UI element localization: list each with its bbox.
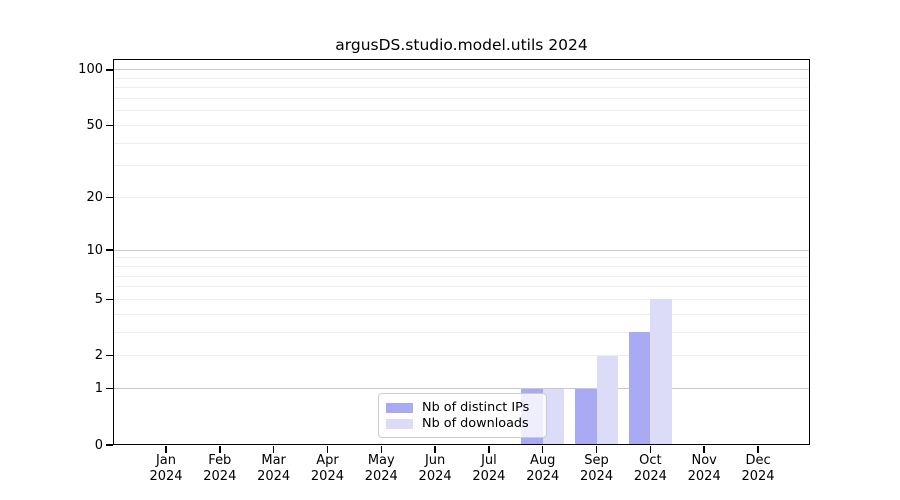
x-tick-mark bbox=[595, 446, 598, 453]
x-tick-mark bbox=[326, 446, 329, 453]
y-tick-label: 10 bbox=[86, 242, 103, 258]
x-tick-label: Oct 2024 bbox=[633, 453, 667, 484]
bar-nb-of-downloads-oct-2024 bbox=[650, 299, 672, 445]
y-tick-label: 1 bbox=[94, 381, 103, 397]
bar-nb-of-distinct-ips-oct-2024 bbox=[628, 332, 651, 445]
gridline-minor bbox=[113, 165, 810, 167]
y-tick-mark bbox=[106, 124, 113, 127]
gridline-minor bbox=[113, 98, 810, 100]
x-tick-mark bbox=[703, 446, 705, 453]
y-tick-mark bbox=[106, 354, 113, 357]
x-tick-mark bbox=[488, 446, 490, 453]
x-tick-label: Feb 2024 bbox=[203, 453, 237, 484]
gridline-minor bbox=[113, 142, 810, 144]
x-tick-label: Sep 2024 bbox=[580, 453, 614, 484]
legend-item-downloads: Nb of downloads bbox=[386, 416, 538, 432]
gridline-minor bbox=[113, 77, 810, 79]
gridline-minor bbox=[113, 331, 810, 333]
x-tick-mark bbox=[272, 446, 275, 453]
y-tick-label: 20 bbox=[86, 190, 103, 206]
x-tick-label: Nov 2024 bbox=[687, 453, 721, 484]
x-tick-mark bbox=[380, 446, 383, 453]
x-tick-mark bbox=[541, 446, 544, 453]
gridline-minor bbox=[113, 275, 810, 277]
y-tick-mark bbox=[106, 69, 113, 71]
y-tick-mark bbox=[106, 444, 113, 446]
plot-area: Nb of distinct IPs Nb of downloads bbox=[113, 59, 810, 445]
x-tick-label: May 2024 bbox=[364, 453, 398, 484]
y-tick-mark bbox=[106, 387, 113, 390]
bar-nb-of-downloads-aug-2024 bbox=[542, 388, 565, 445]
bar-nb-of-downloads-sep-2024 bbox=[596, 355, 619, 445]
x-tick-mark bbox=[649, 446, 652, 453]
legend: Nb of distinct IPs Nb of downloads bbox=[378, 393, 547, 438]
y-tick-label: 2 bbox=[94, 348, 103, 364]
legend-swatch-downloads bbox=[386, 419, 413, 429]
gridline-minor bbox=[113, 265, 810, 267]
y-tick-label: 5 bbox=[94, 291, 103, 307]
x-tick-mark bbox=[434, 446, 436, 453]
gridline-major bbox=[113, 249, 810, 251]
legend-label-distinct-ips: Nb of distinct IPs bbox=[422, 400, 530, 415]
gridline-minor bbox=[113, 298, 810, 300]
x-tick-label: Jul 2024 bbox=[472, 453, 506, 484]
gridline-minor bbox=[113, 110, 810, 112]
x-tick-label: Jun 2024 bbox=[418, 453, 452, 484]
y-tick-label: 50 bbox=[86, 118, 103, 133]
y-tick-label: 0 bbox=[94, 437, 103, 453]
gridline-major bbox=[113, 388, 810, 390]
y-tick-label: 100 bbox=[78, 62, 103, 78]
gridline-minor bbox=[113, 87, 810, 89]
x-tick-label: Dec 2024 bbox=[741, 453, 775, 484]
x-tick-label: Jan 2024 bbox=[149, 453, 183, 484]
y-tick-mark bbox=[106, 298, 113, 301]
gridline-minor bbox=[113, 125, 810, 126]
gridline-major bbox=[113, 69, 810, 71]
legend-swatch-distinct-ips bbox=[386, 403, 413, 413]
bar-nb-of-distinct-ips-sep-2024 bbox=[575, 388, 597, 445]
plot-border bbox=[113, 59, 810, 445]
legend-item-distinct-ips: Nb of distinct IPs bbox=[386, 400, 538, 416]
x-tick-label: Mar 2024 bbox=[257, 453, 291, 484]
gridline-minor bbox=[113, 257, 810, 259]
x-tick-mark bbox=[219, 446, 221, 453]
gridline-minor bbox=[113, 355, 810, 357]
chart-title: argusDS.studio.model.utils 2024 bbox=[335, 36, 588, 54]
gridline-minor bbox=[113, 286, 810, 288]
gridline-minor bbox=[113, 197, 810, 199]
legend-label-downloads: Nb of downloads bbox=[422, 416, 529, 431]
gridline-minor bbox=[113, 313, 810, 315]
x-tick-label: Aug 2024 bbox=[526, 453, 560, 484]
x-tick-label: Apr 2024 bbox=[310, 453, 344, 484]
y-tick-mark bbox=[106, 249, 113, 251]
y-tick-mark bbox=[106, 196, 113, 199]
x-tick-mark bbox=[165, 446, 167, 453]
x-tick-mark bbox=[757, 446, 759, 453]
